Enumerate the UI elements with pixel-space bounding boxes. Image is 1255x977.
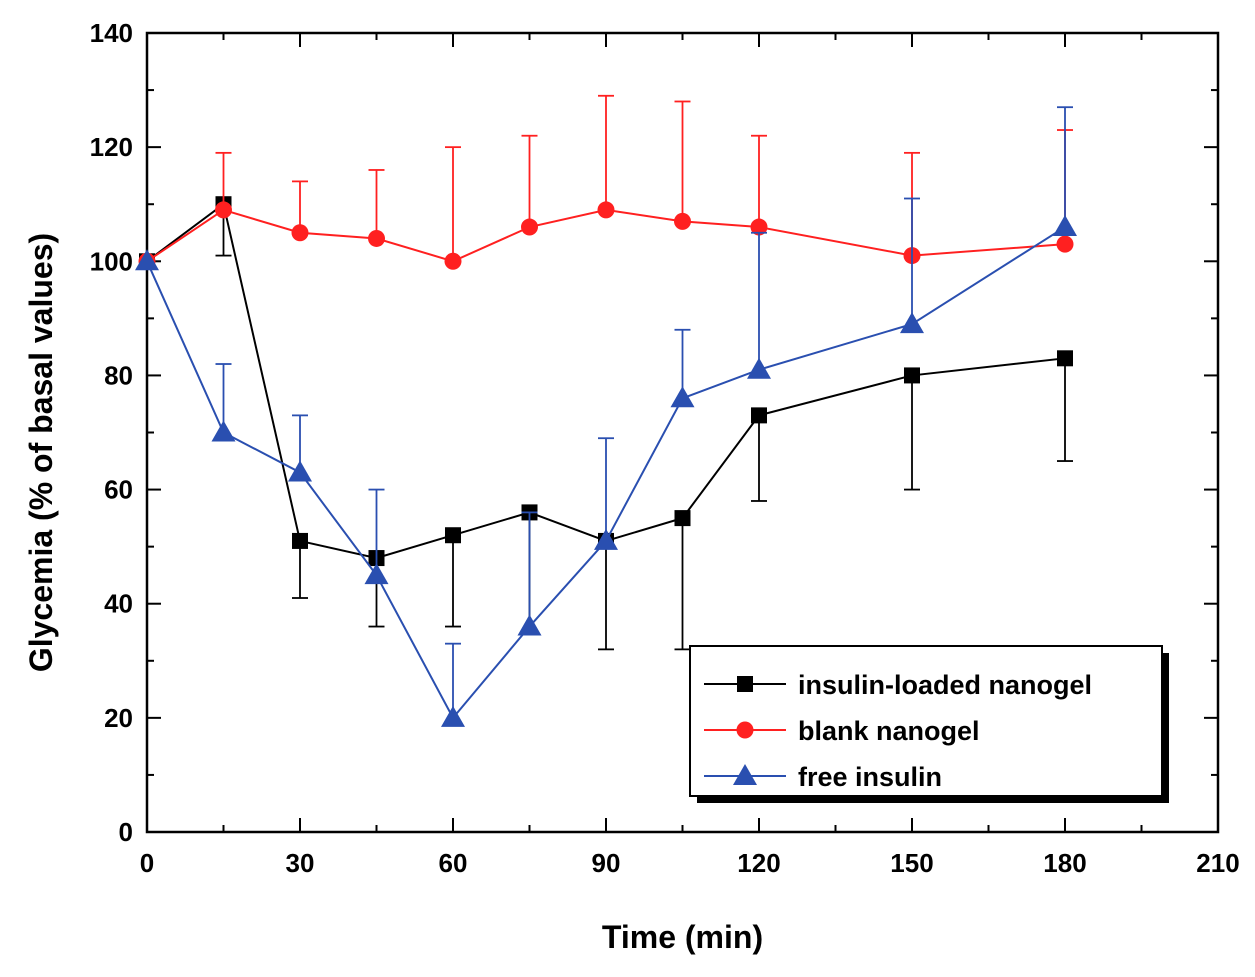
data-point [597,201,615,219]
x-tick-label: 120 [737,848,780,878]
y-tick-label: 100 [90,246,133,276]
data-point [517,614,542,636]
y-tick-label: 80 [104,360,133,390]
series-layer [135,94,1077,727]
legend-label: insulin-loaded nanogel [798,670,1092,700]
data-point [445,527,461,544]
y-tick-label: 120 [90,132,133,162]
data-point [441,705,465,727]
data-point [215,201,232,219]
data-point [521,218,538,236]
series-insulin-loaded-nanogel [139,196,1073,651]
legend-label: free insulin [798,762,942,792]
y-tick-label: 20 [104,703,133,733]
y-tick-label: 60 [104,475,133,505]
legend-marker [736,721,754,739]
data-point [900,312,924,334]
x-tick-label: 0 [140,848,154,878]
y-tick-label: 40 [104,589,133,619]
data-point [904,367,920,384]
x-tick-label: 90 [592,848,621,878]
y-tick-label: 0 [119,817,133,847]
data-point [751,407,767,424]
legend-box [689,645,1163,797]
data-point [594,528,618,550]
x-tick-label: 60 [439,848,468,878]
legend-entry: free insulin [704,762,942,792]
data-point [364,563,389,585]
series-blank-nanogel [138,94,1074,270]
x-tick-label: 30 [286,848,315,878]
x-tick-label: 210 [1196,848,1239,878]
data-point [1057,350,1073,367]
data-point [674,212,691,230]
data-point [750,218,768,236]
data-point [1056,235,1074,253]
data-point [292,532,308,549]
data-point [135,249,159,271]
data-point [1053,215,1077,237]
legend-marker [733,764,757,785]
legend-marker [737,676,753,692]
legend-label: blank nanogel [798,716,980,746]
data-point [211,420,236,442]
data-point [368,229,385,247]
data-point [444,252,462,270]
legend-entry: blank nanogel [704,716,980,746]
data-point [670,386,695,408]
legend-entry: insulin-loaded nanogel [704,670,1092,700]
x-tick-label: 180 [1043,848,1086,878]
data-point [288,460,312,482]
data-point [674,510,691,527]
x-tick-label: 150 [890,848,933,878]
data-point [747,357,771,379]
legend: insulin-loaded nanogel blank nanogel free … [689,645,1169,803]
axes: 0 30 60 90 120 150 180 210 0 20 40 60 80 100 120 140 Tim… [23,18,1240,955]
y-axis-title: Glycemia (% of basal values) [23,233,59,672]
x-axis-title: Time (min) [602,919,763,955]
data-point [291,224,309,242]
series-free-insulin [135,106,1077,727]
y-tick-label: 140 [90,18,133,48]
